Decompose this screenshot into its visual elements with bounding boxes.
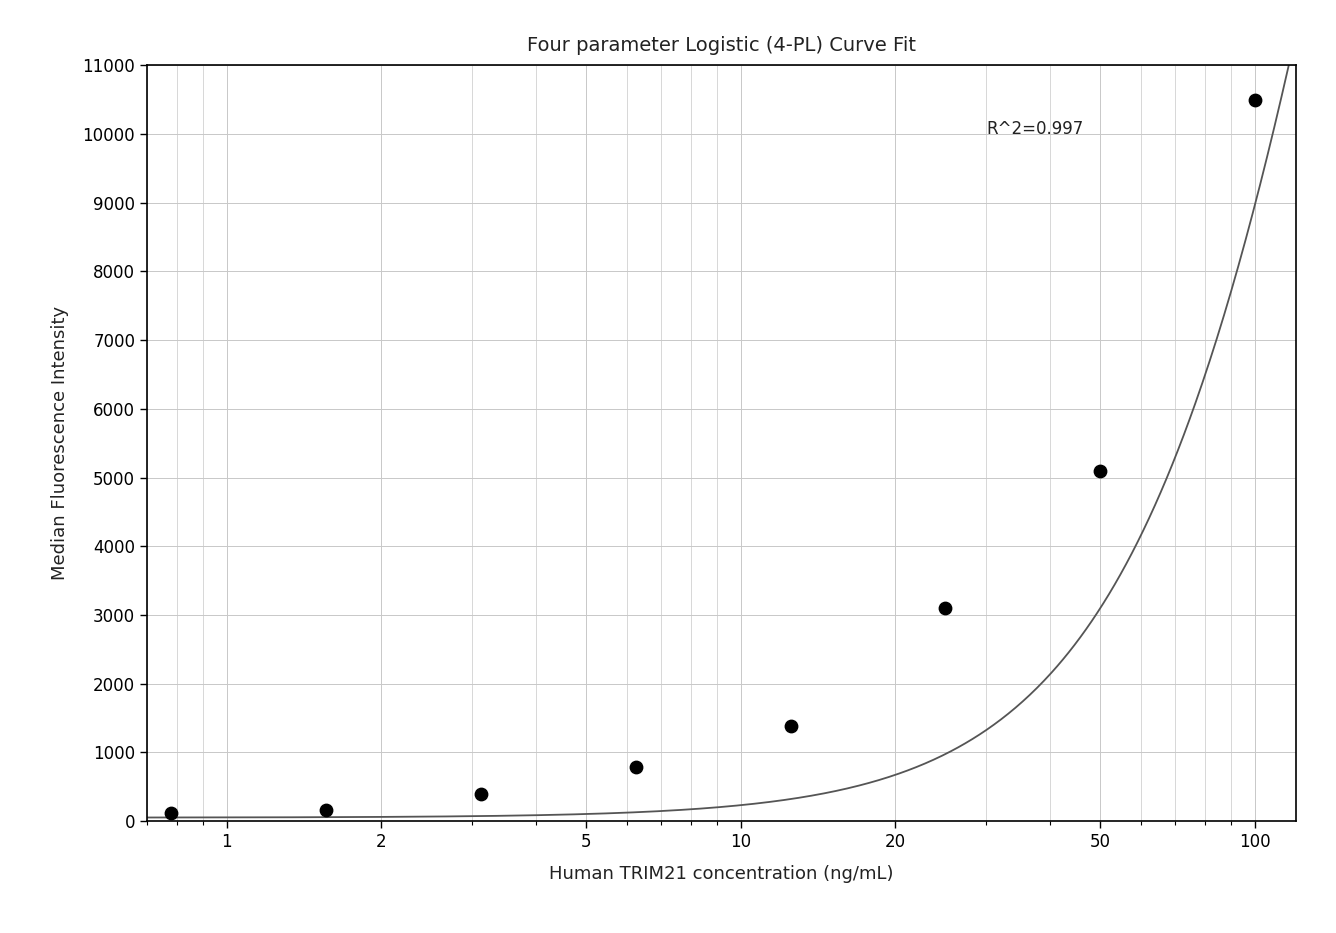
Point — [470, 787, 492, 801]
Point — [780, 718, 802, 733]
Y-axis label: Median Fluorescence Intensity: Median Fluorescence Intensity — [51, 306, 68, 580]
Title: Four parameter Logistic (4-PL) Curve Fit: Four parameter Logistic (4-PL) Curve Fit — [526, 36, 916, 55]
Point — [160, 806, 182, 821]
Point — [1089, 463, 1110, 478]
Point — [935, 601, 957, 616]
Point — [625, 760, 647, 775]
Text: R^2=0.997: R^2=0.997 — [986, 120, 1083, 138]
X-axis label: Human TRIM21 concentration (ng/mL): Human TRIM21 concentration (ng/mL) — [549, 865, 894, 883]
Point — [1244, 92, 1265, 107]
Point — [315, 803, 337, 818]
